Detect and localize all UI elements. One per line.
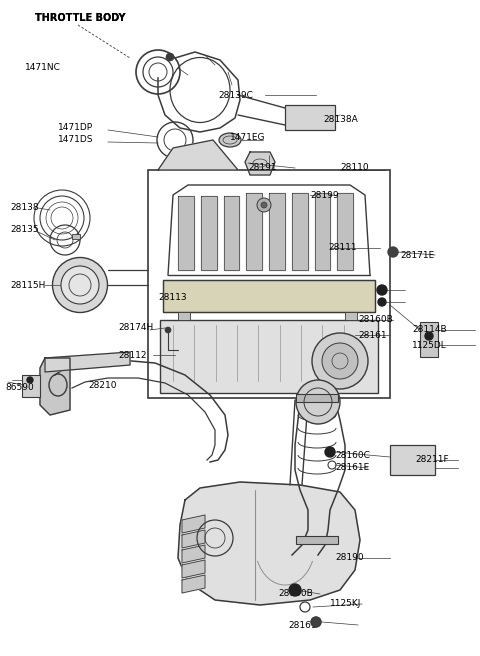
Circle shape: [377, 285, 387, 295]
Bar: [160, 320, 378, 393]
Polygon shape: [182, 560, 205, 578]
Polygon shape: [158, 140, 238, 170]
Circle shape: [289, 584, 301, 596]
Text: 28174H: 28174H: [118, 323, 153, 333]
Bar: [390, 445, 435, 475]
Text: 28171E: 28171E: [400, 251, 434, 260]
Text: 28114B: 28114B: [412, 325, 446, 335]
Polygon shape: [182, 515, 205, 533]
Bar: [148, 170, 390, 398]
Polygon shape: [178, 196, 194, 270]
Bar: [345, 312, 357, 320]
Polygon shape: [182, 575, 205, 593]
Circle shape: [166, 53, 174, 61]
Polygon shape: [292, 193, 308, 270]
Text: 1471NC: 1471NC: [25, 64, 61, 73]
Polygon shape: [314, 193, 330, 270]
Polygon shape: [269, 193, 285, 270]
Text: 28138: 28138: [10, 203, 38, 213]
Circle shape: [165, 327, 171, 333]
Text: THROTTLE BODY: THROTTLE BODY: [35, 13, 125, 23]
Circle shape: [325, 447, 335, 457]
Text: 28161: 28161: [358, 331, 386, 340]
Circle shape: [311, 617, 321, 627]
Text: 1471DP: 1471DP: [58, 123, 93, 133]
Text: 28191: 28191: [248, 163, 276, 173]
Text: 28161E: 28161E: [335, 464, 369, 472]
Circle shape: [378, 298, 386, 306]
Polygon shape: [337, 193, 353, 270]
Polygon shape: [182, 530, 205, 548]
Text: 28161: 28161: [288, 621, 317, 630]
Circle shape: [27, 377, 33, 383]
Text: 28110: 28110: [340, 163, 369, 173]
Text: 1471DS: 1471DS: [58, 136, 94, 144]
Text: 28211F: 28211F: [415, 455, 449, 464]
Text: 28111: 28111: [328, 243, 357, 253]
Text: 28210: 28210: [88, 380, 117, 390]
Polygon shape: [40, 358, 70, 415]
Circle shape: [322, 343, 358, 379]
Text: 1125KJ: 1125KJ: [330, 600, 361, 609]
Text: 28190: 28190: [335, 554, 364, 562]
Polygon shape: [245, 152, 275, 175]
Polygon shape: [201, 196, 216, 270]
Text: 28139C: 28139C: [218, 91, 253, 100]
Bar: [420, 322, 438, 357]
Text: 28112: 28112: [118, 350, 146, 359]
Polygon shape: [178, 482, 360, 605]
Text: 28160B: 28160B: [358, 316, 393, 325]
Text: 28138A: 28138A: [323, 115, 358, 125]
Ellipse shape: [61, 266, 99, 304]
Polygon shape: [246, 193, 262, 270]
Bar: [296, 394, 338, 402]
Polygon shape: [45, 352, 130, 372]
Text: 1471EG: 1471EG: [230, 134, 265, 142]
Text: 28135: 28135: [10, 226, 38, 234]
Text: 28160B: 28160B: [278, 590, 313, 598]
Ellipse shape: [219, 133, 241, 147]
Bar: [163, 280, 375, 312]
Bar: [296, 536, 338, 544]
Bar: [72, 234, 80, 239]
Circle shape: [296, 380, 340, 424]
Text: 28160C: 28160C: [335, 451, 370, 459]
Text: 28115H: 28115H: [10, 281, 46, 289]
Circle shape: [312, 333, 368, 389]
Text: 1125DL: 1125DL: [412, 340, 447, 350]
Circle shape: [261, 202, 267, 208]
Bar: [22, 375, 40, 397]
Text: THROTTLE BODY: THROTTLE BODY: [35, 13, 125, 23]
Polygon shape: [224, 196, 240, 270]
Circle shape: [425, 332, 433, 340]
Bar: [285, 105, 335, 130]
Circle shape: [388, 247, 398, 257]
Text: 28199: 28199: [310, 190, 338, 199]
Text: 86590: 86590: [5, 384, 34, 392]
Bar: [163, 280, 375, 312]
Bar: [178, 312, 190, 320]
Ellipse shape: [52, 258, 108, 312]
Text: 28113: 28113: [158, 293, 187, 302]
Polygon shape: [182, 545, 205, 563]
Circle shape: [257, 198, 271, 212]
